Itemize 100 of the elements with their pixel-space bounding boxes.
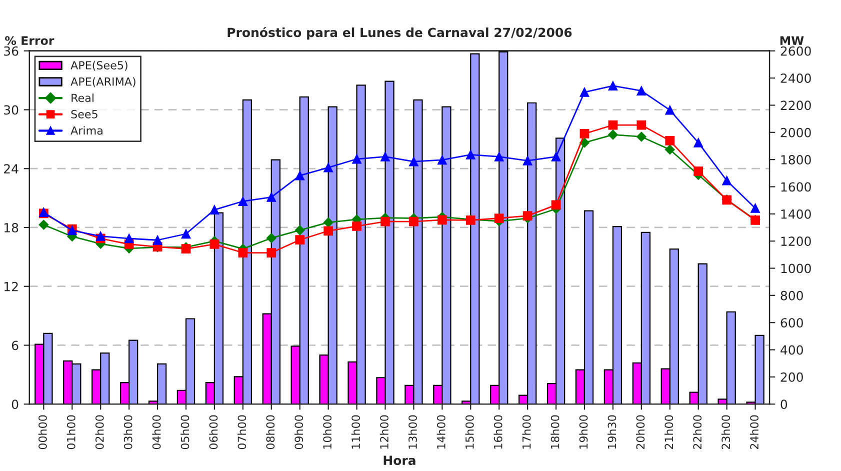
point <box>266 248 276 258</box>
point <box>266 233 276 244</box>
point <box>636 132 646 142</box>
point <box>636 86 646 96</box>
point <box>181 229 191 239</box>
y-axis-title: % Error <box>5 36 54 46</box>
y-tick-label: 30 <box>4 105 18 115</box>
x-tick-label: 06h00 <box>209 415 218 450</box>
y2-tick-label: 800 <box>780 290 803 300</box>
y2-tick-label: 200 <box>780 372 803 382</box>
y-tick-label: 6 <box>12 340 18 350</box>
point <box>694 166 704 176</box>
x-tick-label: 24h00 <box>750 415 759 450</box>
point <box>295 235 305 245</box>
y2-tick-label: 1400 <box>781 209 811 219</box>
point <box>494 152 504 162</box>
point <box>494 214 504 223</box>
x-tick-label: 16h00 <box>494 415 502 449</box>
point <box>352 221 362 231</box>
point <box>323 218 334 228</box>
point <box>608 120 618 130</box>
y2-tick-label: 0 <box>780 400 788 410</box>
point <box>551 200 561 210</box>
point <box>437 215 447 225</box>
point <box>694 138 704 148</box>
point <box>38 220 49 230</box>
x-tick-label: 22h00 <box>692 415 702 450</box>
point <box>750 204 760 213</box>
point <box>238 196 248 206</box>
legend-label: Real <box>72 93 94 102</box>
x-tick-label: 17h00 <box>522 415 531 449</box>
y2-tick-label: 1200 <box>781 236 811 246</box>
y2-tick-label: 400 <box>780 345 803 355</box>
point <box>409 156 418 166</box>
x-tick-label: 00h00 <box>38 415 47 450</box>
x-tick-label: 03h00 <box>124 415 132 450</box>
point <box>437 155 447 165</box>
legend-label: Arima <box>70 126 102 135</box>
x-tick-label: 02h00 <box>95 415 104 450</box>
y-tick-label: 24 <box>4 164 18 174</box>
x-tick-label: 21h00 <box>664 415 674 450</box>
point <box>266 192 276 202</box>
y2-axis-title: MW <box>780 36 804 45</box>
point <box>580 87 590 97</box>
point <box>466 150 476 160</box>
x-tick-label: 11h00 <box>351 415 360 449</box>
x-tick-label: 20h00 <box>636 415 645 450</box>
chart-title: Pronóstico para el Lunes de Carnaval 27/02/2006 <box>228 26 572 40</box>
point <box>324 226 333 236</box>
point <box>665 105 675 115</box>
point <box>324 162 333 172</box>
x-tick-label: 01h00 <box>66 415 76 450</box>
point <box>380 216 390 226</box>
point <box>722 176 732 186</box>
point <box>636 120 646 130</box>
legend-label: See5 <box>71 110 98 118</box>
point <box>295 170 305 180</box>
point <box>352 154 362 164</box>
x-tick-label: 23h00 <box>721 415 730 450</box>
x-tick-label: 19h00 <box>579 415 588 449</box>
point <box>664 144 675 155</box>
y2-tick-label: 1800 <box>781 155 811 164</box>
y-tick-label: 36 <box>4 46 18 56</box>
x-tick-label: 05h00 <box>180 415 190 450</box>
y2-tick-label: 2600 <box>780 46 811 56</box>
point <box>124 234 134 244</box>
y2-tick-label: 1600 <box>781 182 811 192</box>
y2-tick-label: 2200 <box>780 100 811 110</box>
y-tick-label: 0 <box>12 400 18 410</box>
x-tick-label: 13h00 <box>408 415 417 449</box>
y-tick-label: 18 <box>4 222 18 232</box>
point <box>551 152 561 162</box>
point <box>96 232 106 241</box>
x-tick-label: 14h00 <box>436 415 446 449</box>
x-tick-label: 08h00 <box>266 415 275 450</box>
x-tick-label: 09h00 <box>294 415 304 450</box>
x-tick-label: 18h00 <box>550 415 560 449</box>
point <box>152 235 162 245</box>
y2-tick-label: 2400 <box>780 74 811 83</box>
x-axis-title: Hora <box>384 456 416 466</box>
point <box>522 156 532 166</box>
y2-tick-label: 1000 <box>781 264 811 274</box>
point <box>522 211 532 220</box>
point <box>210 205 220 215</box>
x-tick-label: 15h00 <box>465 415 474 449</box>
y2-tick-label: 2000 <box>780 128 811 138</box>
point <box>608 81 618 90</box>
x-tick-label: 10h00 <box>322 415 332 449</box>
x-tick-label: 07h00 <box>238 415 246 450</box>
x-tick-label: 12h00 <box>380 415 388 449</box>
point <box>380 152 390 162</box>
point <box>294 225 305 236</box>
point <box>665 136 675 146</box>
x-tick-label: 04h00 <box>152 415 161 450</box>
y-tick-label: 12 <box>4 282 18 292</box>
legend-label: APE(See5) <box>70 60 128 71</box>
x-tick-label: 19h30 <box>608 415 616 449</box>
point <box>608 130 618 140</box>
legend-label: APE(ARIMA) <box>70 77 136 88</box>
point <box>409 216 418 226</box>
